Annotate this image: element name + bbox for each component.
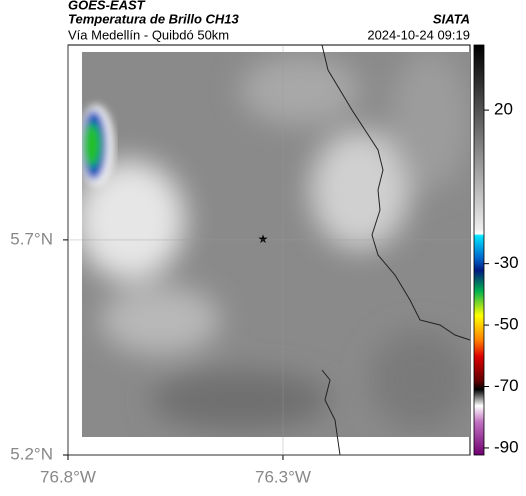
location-marker: ★: [258, 232, 269, 246]
border: [321, 44, 471, 341]
title: GOES-EAST: [68, 0, 146, 12]
y-tick-label: 5.7°N: [10, 229, 53, 248]
source: SIATA: [433, 11, 470, 26]
colorbar-tick-label: -50: [494, 315, 519, 334]
colorbar-tick-label: -30: [494, 253, 519, 272]
border: [321, 369, 341, 456]
location: Vía Medellín - Quibdó 50km: [68, 27, 229, 42]
colorbar-tick-label: -90: [494, 437, 519, 456]
subtitle: Temperatura de Brillo CH13: [68, 11, 240, 26]
x-tick-label: 76.8°W: [40, 467, 96, 486]
colorbar-tick-label: 20: [494, 100, 513, 119]
datetime: 2024-10-24 09:19: [367, 27, 470, 42]
x-tick-label: 76.3°W: [255, 467, 311, 486]
colorbar: [473, 44, 485, 456]
y-tick-label: 5.2°N: [10, 444, 53, 463]
satellite-image: [82, 52, 470, 437]
colorbar-tick-label: -70: [494, 376, 519, 395]
